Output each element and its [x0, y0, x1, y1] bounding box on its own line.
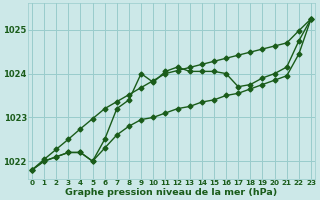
X-axis label: Graphe pression niveau de la mer (hPa): Graphe pression niveau de la mer (hPa): [65, 188, 277, 197]
